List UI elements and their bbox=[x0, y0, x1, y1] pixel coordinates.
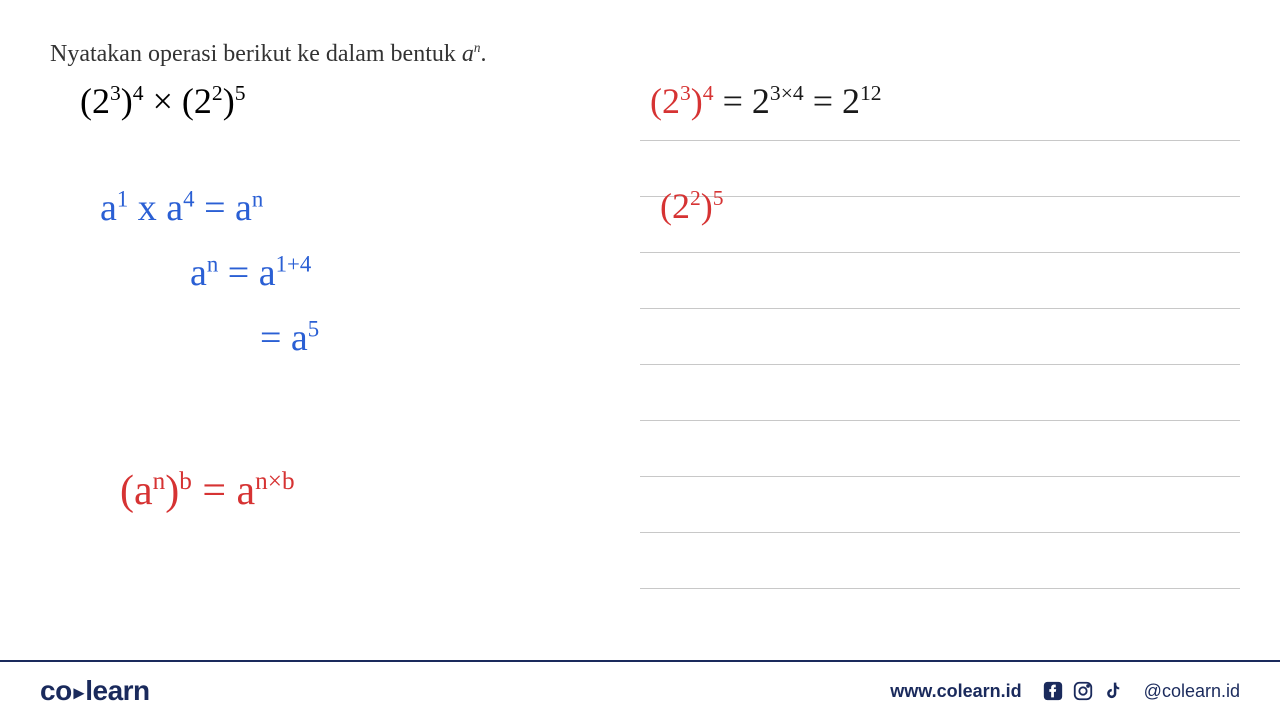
instruction-prefix: Nyatakan operasi berikut ke dalam bentuk bbox=[50, 41, 462, 67]
logo-separator-icon: ▸ bbox=[74, 682, 84, 704]
facebook-icon bbox=[1042, 680, 1064, 702]
eq-sign-2: = bbox=[813, 81, 842, 121]
social-handle: @colearn.id bbox=[1144, 681, 1240, 702]
instagram-icon bbox=[1072, 680, 1094, 702]
content-area: Nyatakan operasi berikut ke dalam bentuk… bbox=[0, 0, 1280, 640]
work-line-2: an = a1+4 bbox=[190, 245, 319, 302]
website-url: www.colearn.id bbox=[890, 681, 1021, 702]
social-icons bbox=[1042, 680, 1124, 702]
lined-paper bbox=[640, 140, 1240, 600]
tiktok-icon bbox=[1102, 680, 1124, 702]
logo: co▸learn bbox=[40, 675, 150, 707]
problem-instruction: Nyatakan operasi berikut ke dalam bentuk… bbox=[50, 40, 1230, 68]
right-eq-2: (22)5 bbox=[660, 185, 724, 227]
eq-sign-1: = bbox=[723, 81, 752, 121]
work-line-1: a1 x a4 = an bbox=[100, 180, 319, 237]
left-work-block: a1 x a4 = an an = a1+4 = a5 bbox=[100, 180, 319, 375]
logo-co: co bbox=[40, 675, 72, 706]
logo-learn: learn bbox=[85, 675, 149, 706]
instruction-var: a bbox=[462, 41, 474, 67]
work-line-3: = a5 bbox=[260, 310, 319, 367]
right-eq-1: (23)4 = 23×4 = 212 bbox=[650, 80, 882, 122]
instruction-suffix: . bbox=[480, 41, 486, 67]
power-rule: (an)b = an×b bbox=[120, 460, 295, 531]
footer: co▸learn www.colearn.id @colearn.id bbox=[0, 660, 1280, 720]
footer-right: www.colearn.id @colearn.id bbox=[890, 680, 1240, 702]
